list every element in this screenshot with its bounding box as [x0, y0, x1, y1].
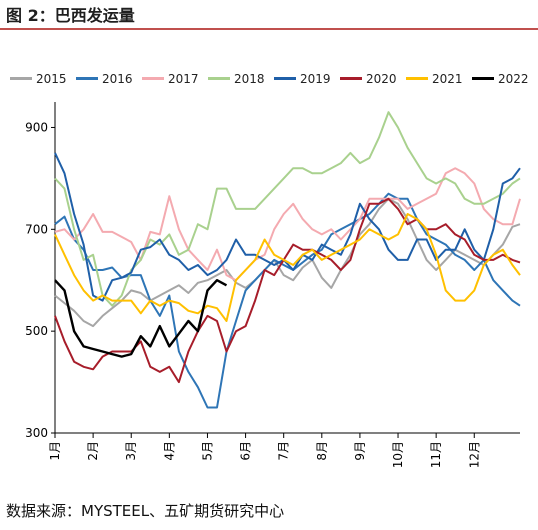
series-line-2022 [54, 279, 228, 358]
x-tick-label: 10月 [391, 441, 405, 468]
legend-label: 2015 [36, 72, 67, 86]
chart-title: 图 2：巴西发运量 [6, 6, 135, 25]
legend-swatch [208, 77, 230, 80]
legend-swatch [472, 77, 494, 80]
legend-swatch [76, 77, 98, 80]
series-line-2016 [54, 192, 521, 409]
legend-label: 2018 [234, 72, 265, 86]
series-line-2021 [54, 213, 521, 322]
legend-label: 2020 [366, 72, 397, 86]
y-tick-label: 700 [25, 222, 48, 236]
legend-swatch [10, 77, 32, 80]
x-tick-label: 3月 [124, 441, 138, 461]
y-tick-label: 300 [25, 426, 48, 440]
series-line-2019 [54, 152, 521, 302]
chart-legend: 2015 2016 2017 2018 2019 2020 2021 2022 [10, 70, 538, 88]
x-tick-label: 5月 [200, 441, 214, 461]
x-tick-label: 4月 [162, 441, 176, 461]
legend-swatch [142, 77, 164, 80]
legend-label: 2016 [102, 72, 133, 86]
series-line-2015 [54, 197, 521, 328]
x-tick-label: 2月 [86, 441, 100, 461]
x-tick-label: 1月 [48, 441, 62, 461]
legend-label: 2019 [300, 72, 331, 86]
legend-label: 2022 [498, 72, 529, 86]
title-divider [0, 28, 538, 30]
x-tick-label: 7月 [277, 441, 291, 461]
legend-label: 2021 [432, 72, 463, 86]
legend-swatch [340, 77, 362, 80]
x-tick-label: 6月 [239, 441, 253, 461]
legend-swatch [274, 77, 296, 80]
x-tick-label: 11月 [429, 441, 443, 468]
series-line-2017 [54, 167, 521, 282]
legend-swatch [406, 77, 428, 80]
legend-label: 2017 [168, 72, 199, 86]
x-tick-label: 9月 [353, 441, 367, 461]
source-note: 数据来源：MYSTEEL、五矿期货研究中心 [6, 502, 285, 520]
x-tick-label: 12月 [467, 441, 481, 468]
y-tick-label: 500 [25, 324, 48, 338]
y-tick-label: 900 [25, 120, 48, 134]
x-tick-label: 8月 [315, 441, 329, 461]
